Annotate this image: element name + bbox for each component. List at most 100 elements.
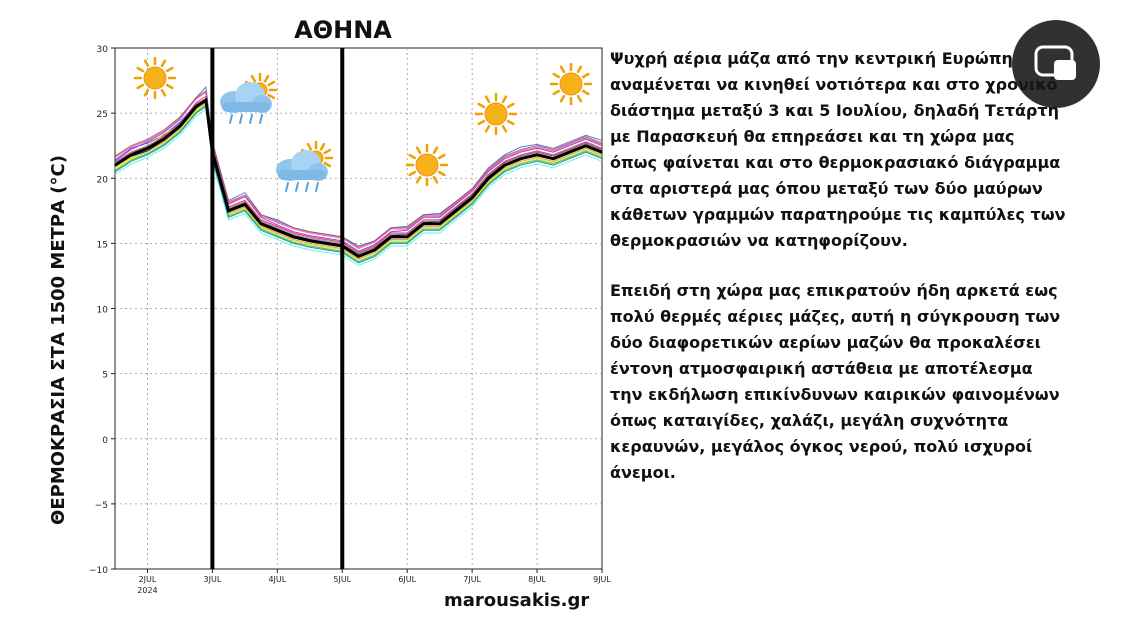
sun-ray <box>581 72 590 79</box>
sun-disc <box>143 66 167 90</box>
x-tick-label: 2JUL <box>139 575 157 584</box>
cloud-base <box>222 102 270 112</box>
weather-icons <box>133 56 593 192</box>
sun-ray <box>437 170 446 177</box>
sun-ray <box>250 74 257 83</box>
ensemble-member-line <box>114 85 603 247</box>
sun-ray <box>263 74 270 83</box>
rain-drop <box>229 114 233 124</box>
sun-ray <box>267 80 276 87</box>
ensemble-mean-line <box>114 97 603 259</box>
sun-icon <box>549 62 593 106</box>
sun-ray <box>319 142 326 151</box>
axis-ticks: 30 25 20 15 10 5 0 −5 −10 2JUL 2024 3JUL 4JUL 5JUL 6JU… <box>89 45 611 595</box>
rain-drop <box>259 114 263 124</box>
sun-ray <box>160 59 167 68</box>
sun-ray <box>506 119 515 126</box>
x-tick-label: 7JUL <box>463 575 481 584</box>
y-tick-label: −10 <box>89 566 108 576</box>
sun-ray <box>143 88 150 97</box>
sun-icon <box>474 92 518 136</box>
description-paragraph-2: Επειδή στη χώρα μας επικρατούν ήδη αρκετ… <box>610 281 1061 482</box>
chart-title: ΑΘΗΝΑ <box>294 16 392 44</box>
x-tick-label: 3JUL <box>204 575 222 584</box>
picture-in-picture-button[interactable] <box>1012 20 1100 108</box>
rain-drop <box>239 114 243 124</box>
sun-disc <box>484 102 508 126</box>
rain-drop <box>305 182 309 192</box>
sun-ray <box>136 83 145 90</box>
rain-drop <box>315 182 319 192</box>
sun-ray <box>559 65 566 74</box>
sun-ray <box>552 89 561 96</box>
y-tick-label: 5 <box>102 371 108 381</box>
x-tick-label: 9JUL <box>593 575 611 584</box>
ensemble-member-line <box>114 98 603 252</box>
sun-ray <box>136 66 145 73</box>
rain-drop <box>295 182 299 192</box>
sun-ray <box>484 124 491 133</box>
y-axis-label: ΘΕΡΜΟΚΡΑΣΙΑ ΣΤΑ 1500 ΜΕΤΡΑ (°C) <box>48 155 69 525</box>
sun-ray <box>432 146 439 155</box>
y-tick-label: −5 <box>95 501 108 511</box>
sun-ray <box>165 66 174 73</box>
y-tick-label: 30 <box>97 45 109 55</box>
sun-ray <box>143 59 150 68</box>
y-tick-label: 10 <box>97 306 109 316</box>
sun-icon <box>405 143 449 187</box>
sun-ray <box>408 153 417 160</box>
y-tick-label: 0 <box>102 436 108 446</box>
sun-ray <box>501 124 508 133</box>
period-markers <box>210 48 345 569</box>
x-tick-label: 8JUL <box>528 575 546 584</box>
ensemble-member-line <box>114 104 603 263</box>
sun-ray <box>581 89 590 96</box>
sun-ray <box>576 65 583 74</box>
rain-drop <box>249 114 253 124</box>
ensemble-mean-group <box>114 97 603 259</box>
sun-ray <box>415 175 422 184</box>
sun-ray <box>484 95 491 104</box>
description-paragraph-1: Ψυχρή αέρια μάζα από την κεντρική Ευρώπη… <box>610 49 1066 250</box>
x-tick-label: 6JUL <box>398 575 416 584</box>
sun-ray <box>559 94 566 103</box>
sun-ray <box>160 88 167 97</box>
ensemble-member-line <box>114 100 603 255</box>
ensemble-member-line <box>114 90 603 248</box>
sun-ray <box>408 170 417 177</box>
sun-ray <box>506 102 515 109</box>
x-tick-label: 4JUL <box>268 575 286 584</box>
rain-cloud-icon <box>276 140 334 192</box>
y-tick-label: 20 <box>97 175 109 185</box>
y-tick-label: 25 <box>97 110 108 120</box>
sun-disc <box>415 153 439 177</box>
ensemble-member-line <box>114 95 603 254</box>
sun-ray <box>477 119 486 126</box>
y-tick-label: 15 <box>97 240 108 250</box>
sun-ray <box>576 94 583 103</box>
ensemble-member-line <box>114 108 603 267</box>
picture-in-picture-icon <box>1034 45 1076 80</box>
x-tick-sublabel: 2024 <box>137 586 157 595</box>
sun-disc <box>559 72 583 96</box>
sun-ray <box>501 95 508 104</box>
sun-ray <box>165 83 174 90</box>
sun-ray <box>432 175 439 184</box>
ensemble-member-line <box>114 91 603 250</box>
rain-cloud-icon <box>220 72 278 124</box>
sun-ray <box>552 72 561 79</box>
ensemble-member-line <box>114 103 603 261</box>
sun-icon <box>133 56 177 100</box>
sun-ray <box>477 102 486 109</box>
rain-drop <box>285 182 289 192</box>
sun-ray <box>323 161 332 168</box>
sun-ray <box>306 142 313 151</box>
ensemble-member-line <box>114 100 603 256</box>
x-tick-label: 5JUL <box>333 575 351 584</box>
ensemble-member-line <box>114 105 603 264</box>
sun-ray <box>267 93 276 100</box>
ensemble-series <box>114 85 603 267</box>
website-credit: marousakis.gr <box>444 590 590 611</box>
sun-ray <box>437 153 446 160</box>
